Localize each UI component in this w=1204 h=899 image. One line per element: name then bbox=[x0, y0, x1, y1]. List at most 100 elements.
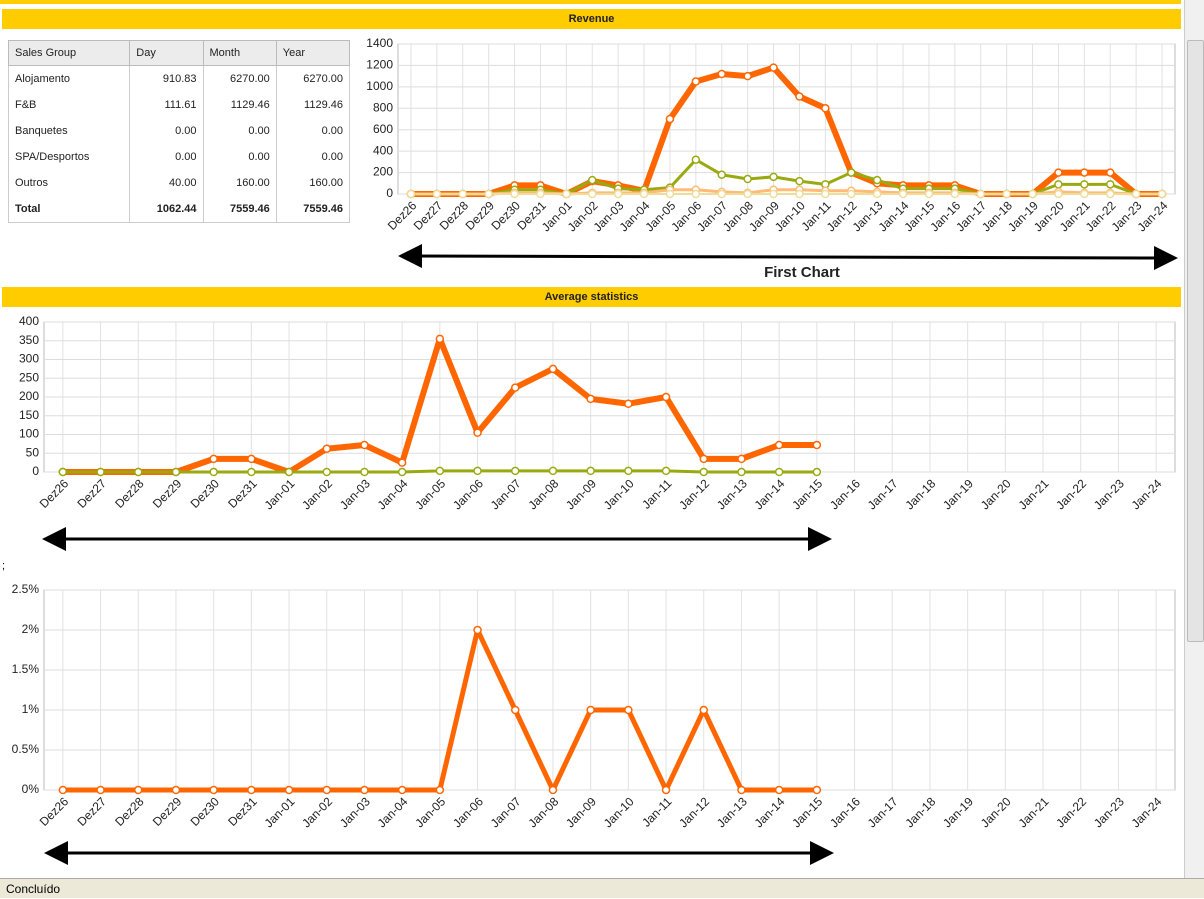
y-tick-label: 200 bbox=[19, 389, 39, 403]
section-header: Average statistics bbox=[2, 287, 1181, 307]
x-tick-label: Dez31 bbox=[225, 476, 260, 511]
arrow bbox=[398, 244, 1178, 270]
point-marker bbox=[743, 174, 752, 184]
table-cell: 6270.00 bbox=[275, 65, 351, 92]
point-marker bbox=[743, 71, 752, 81]
x-tick-label: Jan-12 bbox=[676, 794, 712, 830]
point-marker bbox=[510, 189, 519, 199]
header-cell: Sales Group bbox=[7, 40, 131, 66]
table-cell: F&B bbox=[7, 92, 131, 118]
table-cell: 160.00 bbox=[275, 170, 351, 196]
point-marker bbox=[209, 785, 218, 795]
point-marker bbox=[458, 189, 467, 199]
point-marker bbox=[665, 189, 675, 199]
x-tick-label: Jan-21 bbox=[1016, 794, 1052, 830]
point-marker bbox=[96, 467, 105, 477]
point-marker bbox=[812, 467, 822, 477]
y-tick-label: 0% bbox=[22, 782, 40, 796]
point-marker bbox=[691, 77, 701, 86]
y-tick-label: 200 bbox=[373, 165, 393, 179]
point-marker bbox=[847, 168, 856, 177]
point-marker bbox=[360, 467, 369, 477]
point-marker bbox=[795, 176, 804, 186]
x-tick-label: Jan-09 bbox=[563, 476, 599, 512]
point-marker bbox=[473, 625, 482, 635]
x-tick-label: Jan-21 bbox=[1016, 476, 1052, 512]
point-marker bbox=[1054, 168, 1063, 177]
annotation: First Chart bbox=[764, 264, 840, 281]
point-marker bbox=[247, 467, 256, 477]
point-marker bbox=[473, 428, 482, 437]
point-marker bbox=[484, 189, 493, 199]
y-tick-label: 1.5% bbox=[12, 662, 40, 676]
y-tick-label: 0 bbox=[32, 464, 39, 478]
point-marker bbox=[1106, 168, 1115, 177]
point-marker bbox=[209, 467, 218, 477]
y-tick-label: 800 bbox=[373, 100, 393, 114]
y-tick-label: 100 bbox=[19, 427, 39, 441]
point-marker bbox=[1157, 189, 1167, 199]
x-tick-label: Jan-22 bbox=[1053, 794, 1089, 830]
point-marker bbox=[743, 189, 752, 199]
point-marker bbox=[511, 466, 520, 476]
point-marker bbox=[924, 189, 934, 199]
point-marker bbox=[588, 189, 597, 199]
point-marker bbox=[717, 189, 726, 199]
x-tick-label: Jan-19 bbox=[940, 476, 976, 512]
scroll-thumb[interactable] bbox=[1187, 40, 1204, 642]
header-cell: Year bbox=[275, 40, 351, 66]
y-tick-label: 600 bbox=[373, 122, 393, 136]
table-row: Alojamento 910.83 6270.00 6270.00 bbox=[7, 65, 351, 92]
point-marker bbox=[661, 785, 671, 795]
x-tick-label: Jan-08 bbox=[525, 476, 561, 512]
y-tick-label: 0.5% bbox=[12, 742, 40, 756]
x-tick-label: Dez28 bbox=[112, 476, 147, 511]
x-tick-label: Jan-18 bbox=[902, 794, 938, 830]
x-tick-label: Jan-14 bbox=[752, 476, 788, 512]
x-tick-label: Dez26 bbox=[37, 794, 72, 829]
point-marker bbox=[795, 92, 804, 101]
point-marker bbox=[435, 785, 445, 795]
x-tick-label: Jan-19 bbox=[940, 794, 976, 830]
table-cell: 7559.46 bbox=[275, 196, 351, 223]
point-marker bbox=[699, 705, 708, 715]
scrollbar[interactable] bbox=[1184, 0, 1204, 878]
point-marker bbox=[774, 785, 784, 795]
y-tick-label: 300 bbox=[19, 352, 39, 366]
x-tick-label: Jan-02 bbox=[299, 476, 335, 512]
point-marker bbox=[432, 189, 442, 199]
x-tick-label: Jan-04 bbox=[375, 794, 411, 830]
point-marker bbox=[284, 467, 294, 477]
point-marker bbox=[360, 785, 369, 795]
point-marker bbox=[769, 189, 778, 199]
point-marker bbox=[821, 104, 830, 113]
point-marker bbox=[1002, 189, 1011, 199]
point-marker bbox=[247, 785, 256, 795]
table-cell: 0.00 bbox=[275, 144, 351, 170]
x-tick-label: Jan-10 bbox=[601, 794, 637, 830]
x-tick-label: Jan-14 bbox=[752, 794, 788, 830]
table-row: Total 1062.44 7559.46 7559.46 bbox=[7, 196, 351, 223]
point-marker bbox=[795, 189, 804, 199]
point-marker bbox=[821, 189, 830, 199]
y-tick-label: 0 bbox=[386, 186, 393, 200]
table-cell: 0.00 bbox=[129, 118, 204, 144]
y-tick-label: 150 bbox=[19, 408, 39, 422]
point-marker bbox=[322, 785, 331, 795]
x-tick-label: Jan-13 bbox=[714, 794, 750, 830]
point-marker bbox=[586, 466, 595, 476]
x-tick-label: Jan-04 bbox=[375, 476, 411, 512]
point-marker bbox=[511, 383, 520, 392]
x-tick-label: Jan-13 bbox=[714, 476, 750, 512]
table-cell: 1062.44 bbox=[129, 196, 204, 223]
y-tick-label: 50 bbox=[26, 445, 40, 459]
table-cell: 111.61 bbox=[129, 92, 204, 118]
x-tick-label: Jan-22 bbox=[1053, 476, 1089, 512]
point-marker bbox=[1106, 189, 1115, 199]
section-header: Revenue bbox=[2, 9, 1181, 29]
x-tick-label: Dez31 bbox=[225, 794, 260, 829]
header-cell: Day bbox=[129, 40, 204, 66]
x-tick-label: Dez30 bbox=[188, 476, 223, 511]
point-marker bbox=[976, 189, 985, 199]
